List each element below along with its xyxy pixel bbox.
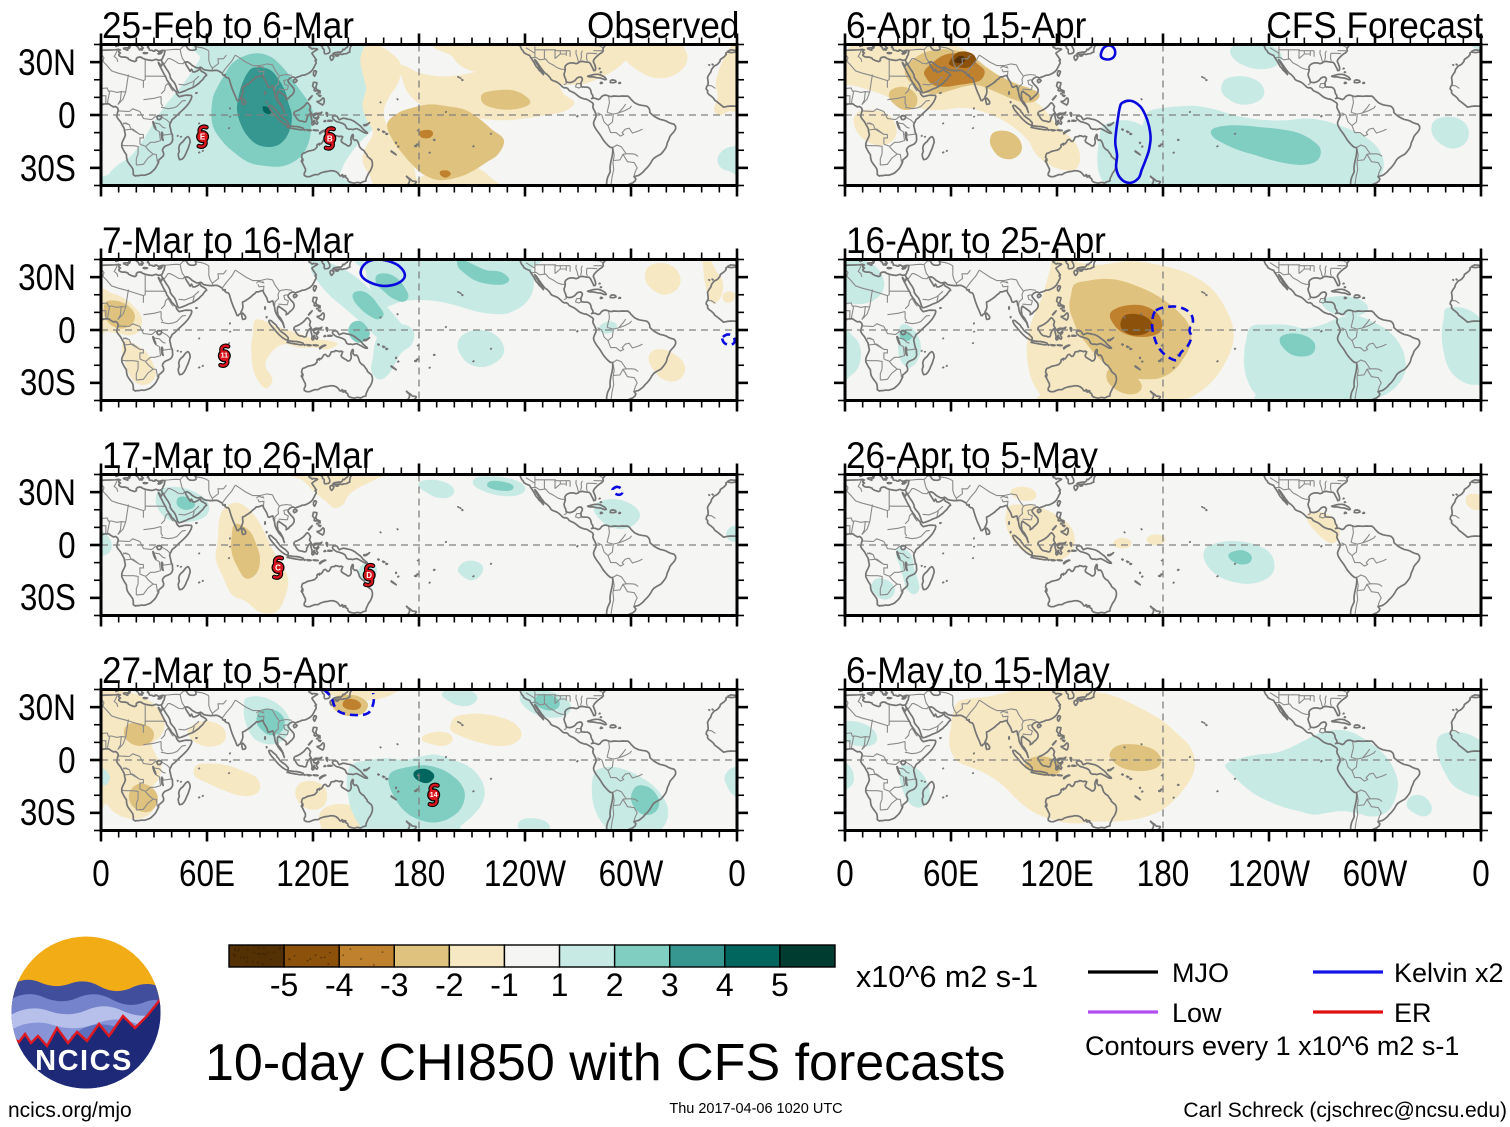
svg-text:NCICS: NCICS — [35, 1045, 133, 1077]
svg-text:11: 11 — [221, 352, 229, 359]
svg-text:C: C — [275, 563, 281, 572]
svg-text:E: E — [200, 133, 206, 142]
svg-text:B: B — [327, 134, 333, 143]
svg-text:14: 14 — [430, 791, 438, 798]
svg-text:D: D — [366, 571, 372, 580]
